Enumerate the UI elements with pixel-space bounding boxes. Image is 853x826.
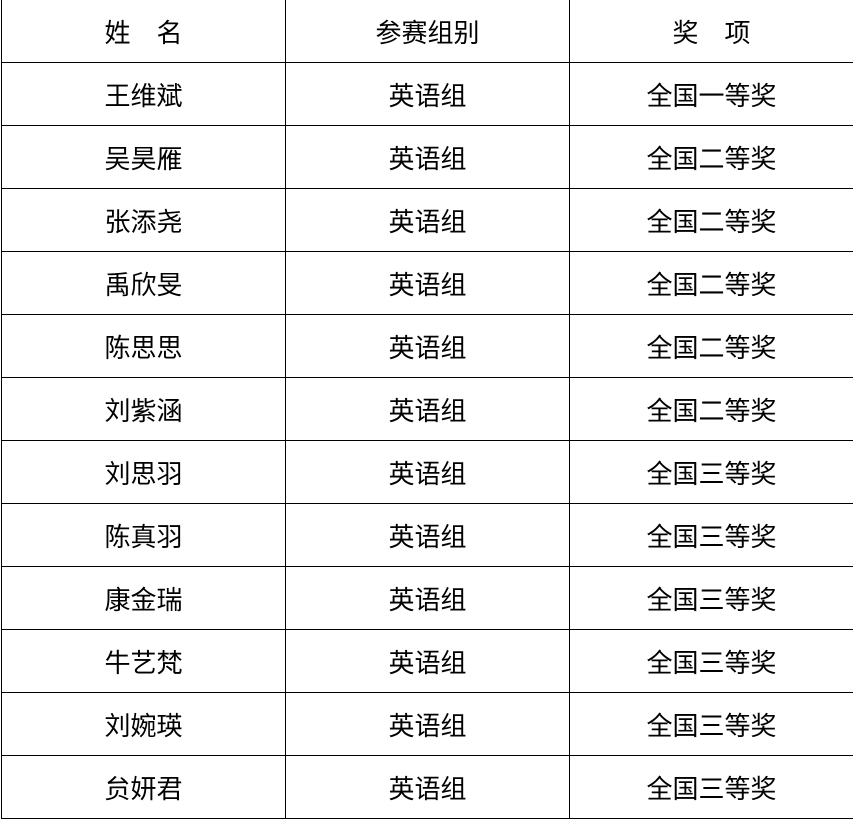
award-cell: 全国二等奖 <box>569 125 853 189</box>
group-cell: 英语组 <box>285 566 570 630</box>
name-cell: 张添尧 <box>1 188 286 252</box>
group-cell: 英语组 <box>285 629 570 693</box>
table-row: 刘思羽 英语组 全国三等奖 <box>1 440 853 504</box>
table-row: 贠妍君 英语组 全国三等奖 <box>1 755 853 819</box>
award-cell: 全国二等奖 <box>569 251 853 315</box>
group-cell: 英语组 <box>285 251 570 315</box>
name-cell: 刘紫涵 <box>1 377 286 441</box>
award-cell: 全国一等奖 <box>569 62 853 126</box>
name-cell: 贠妍君 <box>1 755 286 819</box>
group-cell: 英语组 <box>285 755 570 819</box>
name-cell: 陈思思 <box>1 314 286 378</box>
award-cell: 全国三等奖 <box>569 440 853 504</box>
group-cell: 英语组 <box>285 125 570 189</box>
table-row: 吴昊雁 英语组 全国二等奖 <box>1 125 853 189</box>
award-cell: 全国二等奖 <box>569 314 853 378</box>
name-cell: 牛艺梵 <box>1 629 286 693</box>
group-cell: 英语组 <box>285 377 570 441</box>
award-cell: 全国三等奖 <box>569 692 853 756</box>
header-group: 参赛组别 <box>285 0 570 63</box>
group-cell: 英语组 <box>285 503 570 567</box>
group-cell: 英语组 <box>285 692 570 756</box>
name-cell: 吴昊雁 <box>1 125 286 189</box>
table-row: 陈真羽 英语组 全国三等奖 <box>1 503 853 567</box>
name-cell: 陈真羽 <box>1 503 286 567</box>
table-row: 刘婉瑛 英语组 全国三等奖 <box>1 692 853 756</box>
name-cell: 禹欣旻 <box>1 251 286 315</box>
table-row: 王维斌 英语组 全国一等奖 <box>1 62 853 126</box>
name-cell: 王维斌 <box>1 62 286 126</box>
name-cell: 刘思羽 <box>1 440 286 504</box>
table-row: 张添尧 英语组 全国二等奖 <box>1 188 853 252</box>
award-cell: 全国三等奖 <box>569 755 853 819</box>
award-cell: 全国三等奖 <box>569 566 853 630</box>
table-row: 牛艺梵 英语组 全国三等奖 <box>1 629 853 693</box>
award-cell: 全国二等奖 <box>569 377 853 441</box>
group-cell: 英语组 <box>285 440 570 504</box>
table-row: 禹欣旻 英语组 全国二等奖 <box>1 251 853 315</box>
header-row: 姓 名 参赛组别 奖 项 <box>1 0 853 63</box>
table-row: 刘紫涵 英语组 全国二等奖 <box>1 377 853 441</box>
header-award: 奖 项 <box>569 0 853 63</box>
table-row: 康金瑞 英语组 全国三等奖 <box>1 566 853 630</box>
group-cell: 英语组 <box>285 62 570 126</box>
header-name: 姓 名 <box>1 0 286 63</box>
name-cell: 刘婉瑛 <box>1 692 286 756</box>
award-cell: 全国三等奖 <box>569 629 853 693</box>
group-cell: 英语组 <box>285 314 570 378</box>
table-row: 陈思思 英语组 全国二等奖 <box>1 314 853 378</box>
award-cell: 全国三等奖 <box>569 503 853 567</box>
name-cell: 康金瑞 <box>1 566 286 630</box>
award-cell: 全国二等奖 <box>569 188 853 252</box>
group-cell: 英语组 <box>285 188 570 252</box>
